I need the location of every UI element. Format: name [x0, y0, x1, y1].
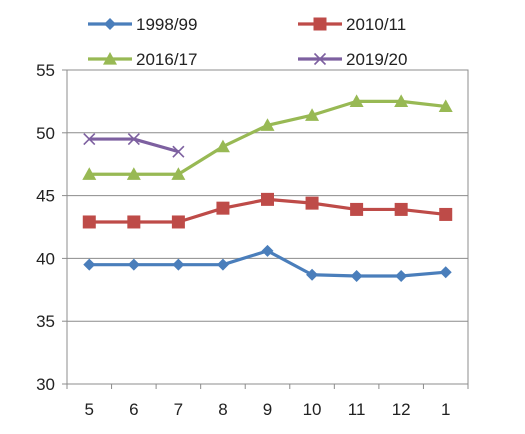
data-point	[172, 145, 185, 158]
grid-layer	[66, 69, 469, 385]
data-point	[395, 269, 408, 282]
data-point	[260, 118, 275, 131]
data-point	[305, 108, 320, 121]
legend-label: 2016/17	[136, 50, 197, 69]
x-tick-label: 11	[348, 400, 366, 419]
legend-label: 2019/20	[346, 50, 407, 69]
data-point	[349, 94, 364, 107]
series-layer	[82, 94, 453, 282]
data-point	[83, 258, 96, 271]
x-tick-label: 12	[392, 400, 411, 419]
data-point	[216, 201, 230, 215]
data-point	[394, 202, 408, 216]
series-line	[89, 137, 179, 154]
legend-item-2019-20: 2019/20	[298, 50, 407, 69]
x-tick-label: 10	[303, 400, 322, 419]
data-point	[350, 269, 363, 282]
x-tick-label: 8	[218, 400, 227, 419]
x-tick-label: 7	[174, 400, 183, 419]
series-line	[89, 99, 446, 176]
data-point	[439, 207, 453, 221]
series-2010-11	[82, 192, 453, 229]
y-tick-label: 50	[36, 124, 55, 143]
plot-area-border	[66, 69, 469, 385]
data-point	[127, 258, 140, 271]
data-point	[306, 268, 319, 281]
data-point	[127, 133, 140, 146]
legend-item-2016-17: 2016/17	[88, 50, 197, 69]
x-tick-label: 6	[129, 400, 138, 419]
data-point	[215, 139, 230, 153]
data-point	[82, 167, 97, 180]
y-tick-label: 35	[36, 312, 55, 331]
x-tick-label: 5	[85, 400, 94, 419]
data-point	[261, 244, 274, 257]
legend-marker	[103, 52, 117, 65]
series-2019-20	[83, 133, 185, 158]
legend-item-1998-99: 1998/99	[88, 15, 197, 34]
y-tick-label: 40	[36, 249, 55, 268]
series-2016-17	[82, 94, 453, 180]
data-point	[171, 167, 186, 180]
data-point	[350, 202, 364, 216]
legend-label: 1998/99	[136, 15, 197, 34]
legend-item-2010-11: 2010/11	[298, 15, 406, 34]
data-point	[171, 215, 185, 229]
legend: 1998/99 2010/11 2016/17 2019/20	[88, 15, 407, 69]
data-point	[83, 133, 96, 146]
x-tick-label: 9	[263, 400, 272, 419]
data-point	[126, 167, 141, 180]
data-point	[172, 258, 185, 271]
data-point	[394, 94, 409, 107]
data-point	[127, 215, 141, 229]
data-point	[82, 215, 96, 229]
series-1998-99	[83, 244, 452, 282]
data-point	[261, 192, 274, 206]
legend-marker	[313, 17, 327, 31]
data-point	[216, 258, 229, 271]
data-point	[305, 196, 319, 210]
legend-label: 2010/11	[346, 15, 406, 34]
y-tick-label: 30	[36, 375, 55, 394]
legend-marker	[313, 52, 327, 66]
data-point	[438, 99, 453, 113]
data-point	[439, 266, 452, 279]
x-tick-label: 1	[441, 400, 450, 419]
y-tick-label: 55	[36, 61, 55, 80]
legend-marker	[104, 18, 116, 30]
y-tick-label: 45	[36, 187, 55, 206]
